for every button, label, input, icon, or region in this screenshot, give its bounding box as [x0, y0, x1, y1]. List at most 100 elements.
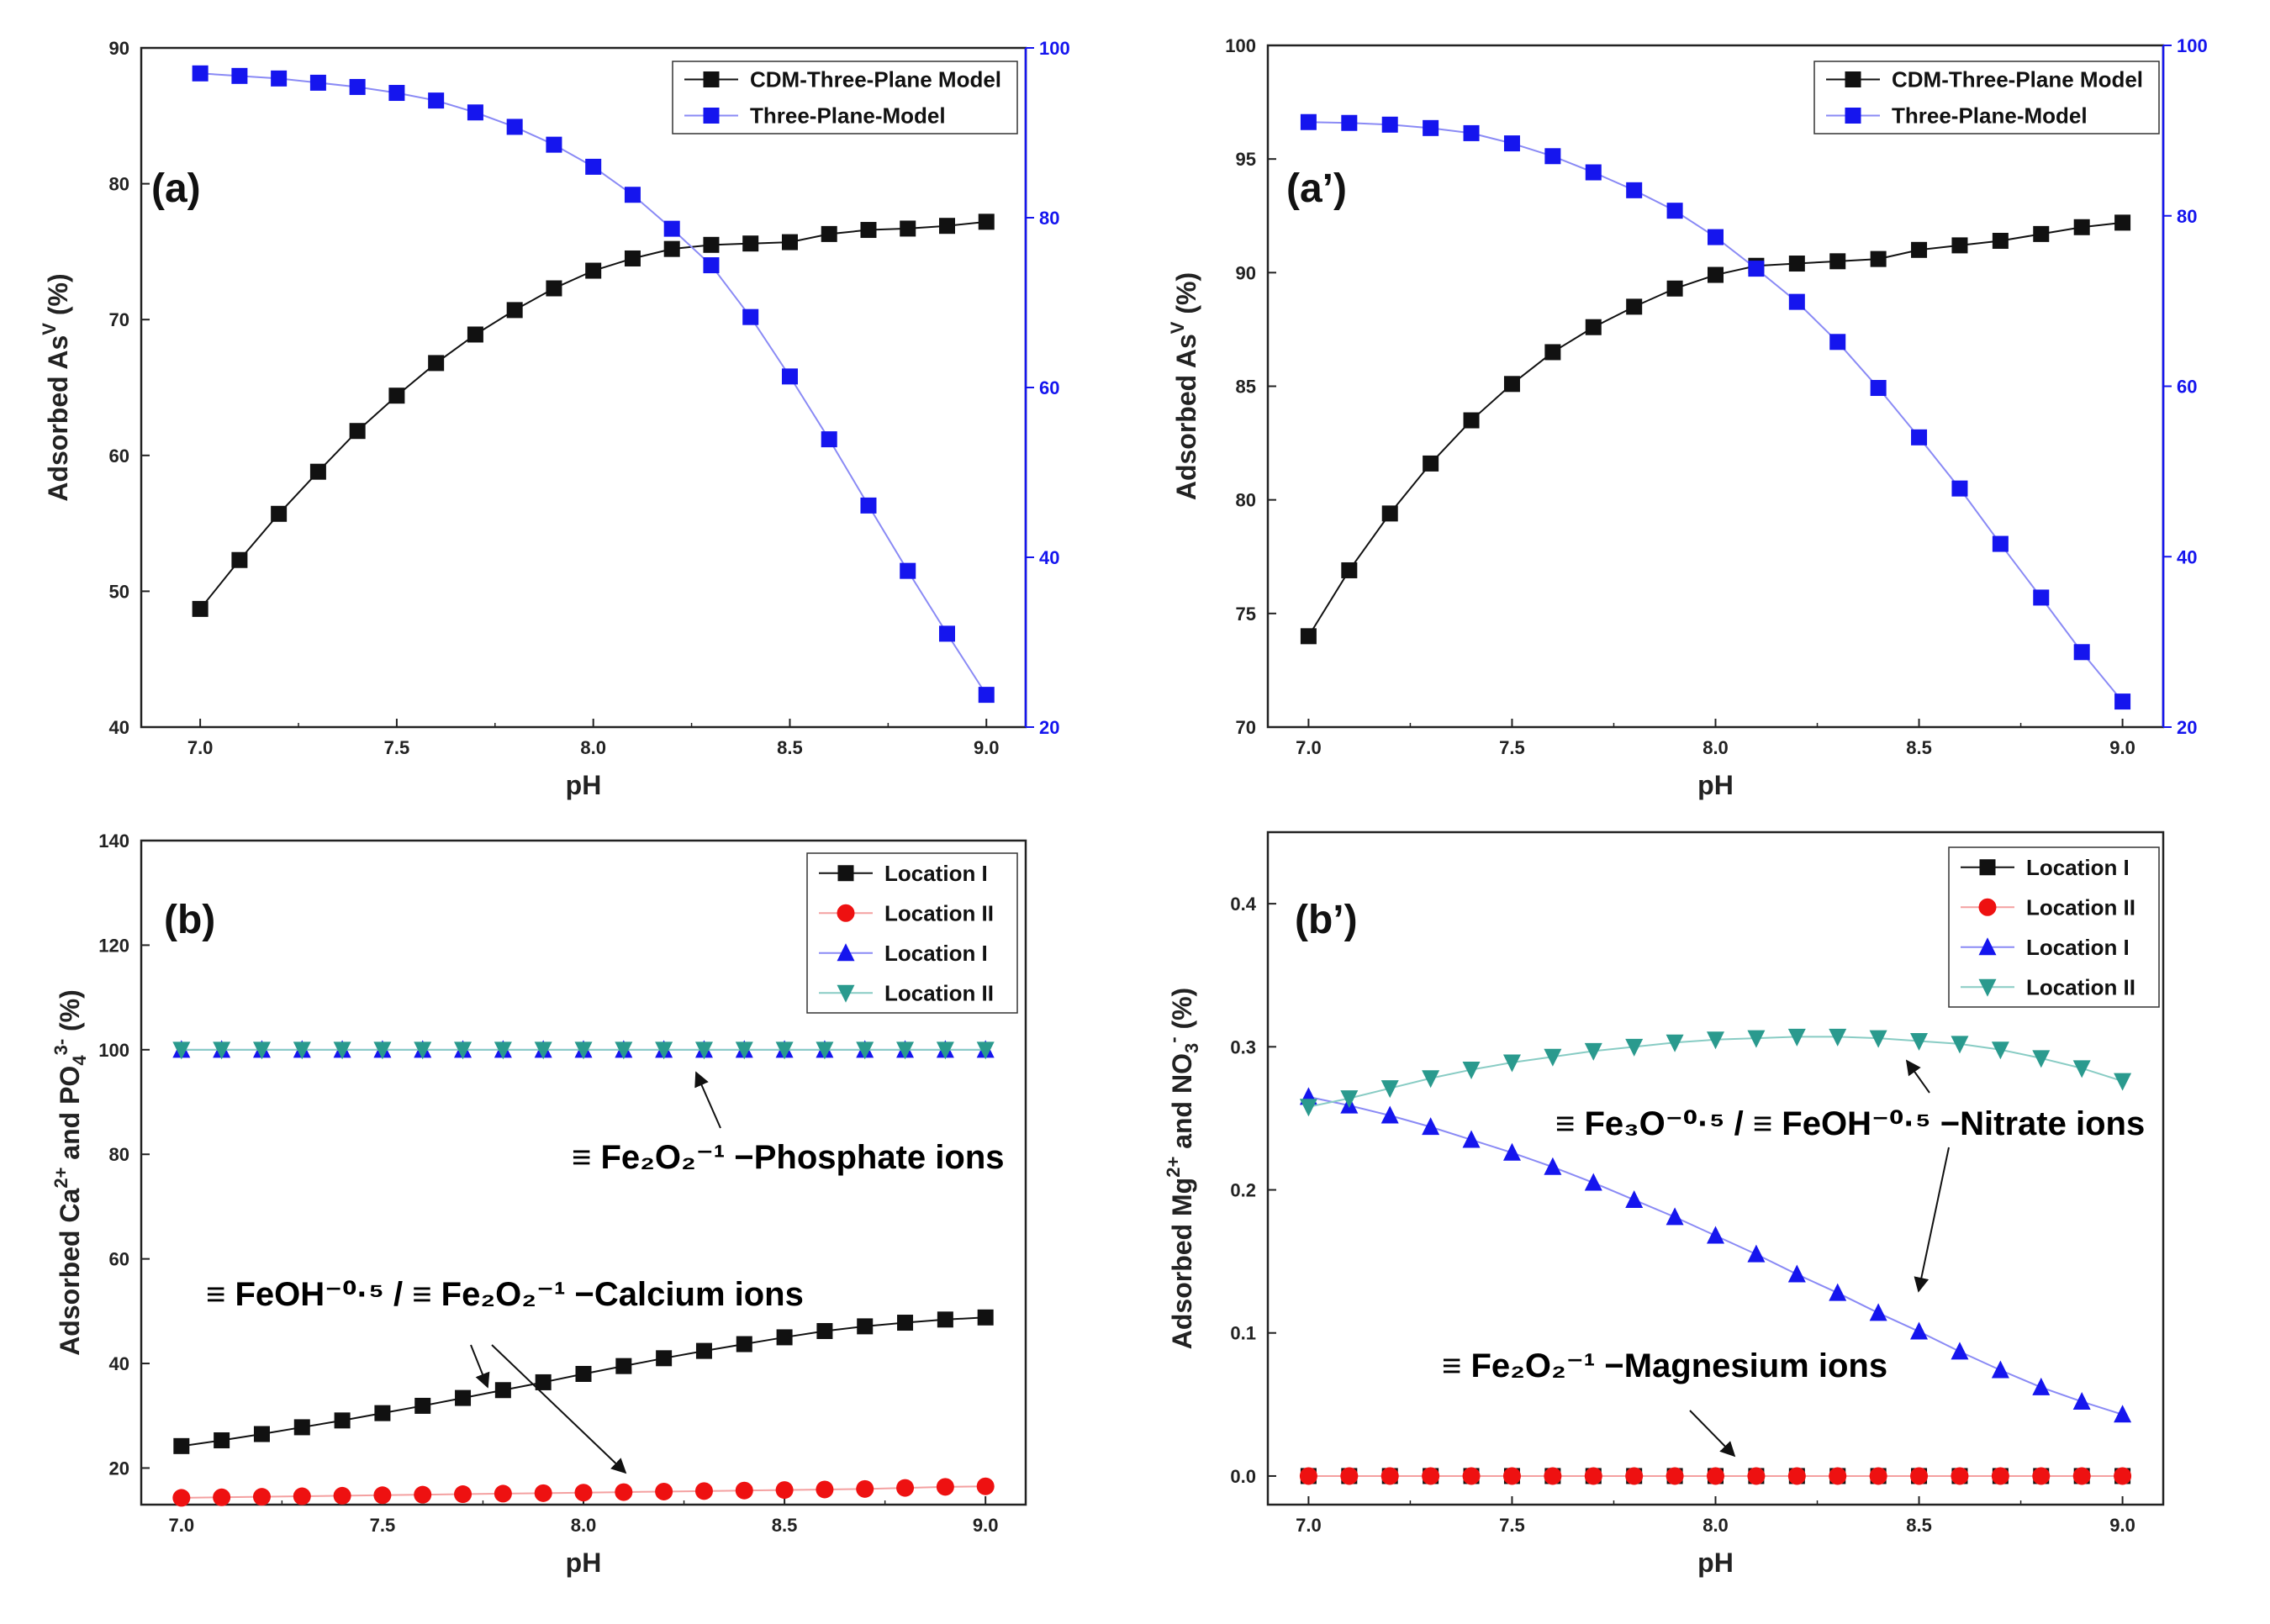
data-point	[2073, 219, 2090, 235]
y2-tick-label: 80	[1039, 208, 1059, 229]
series-0	[1300, 214, 2131, 645]
data-point	[1951, 480, 1968, 497]
data-point	[1422, 1070, 1440, 1089]
y-tick-label: 140	[98, 830, 129, 852]
data-point	[506, 119, 523, 135]
plot-frame	[140, 46, 1027, 729]
y-tick-label: 0.3	[1230, 1036, 1256, 1057]
y-tick-label: 90	[109, 38, 129, 59]
data-point	[2114, 693, 2131, 710]
data-point	[900, 220, 916, 237]
data-point	[467, 326, 483, 343]
data-point	[231, 67, 248, 84]
data-point	[2072, 1060, 2091, 1078]
data-point	[575, 1365, 592, 1382]
data-point	[192, 600, 209, 617]
data-point	[936, 1478, 954, 1496]
data-point	[494, 1484, 512, 1503]
y2-tick-label: 20	[1039, 717, 1059, 738]
legend-entry: Three-Plane-Model	[750, 103, 946, 129]
data-point	[494, 1382, 511, 1399]
arrow-nitrate-2	[1914, 1147, 1950, 1293]
legend-marker	[837, 865, 854, 882]
legend-box	[672, 61, 1018, 134]
data-point	[1992, 535, 2009, 552]
data-point	[1626, 182, 1643, 198]
series-3	[1299, 1028, 2132, 1117]
data-point	[1625, 1189, 1644, 1208]
y2-tick-label: 40	[1039, 547, 1059, 568]
x-tick-label: 8.5	[777, 737, 803, 758]
data-point	[816, 1480, 834, 1499]
data-point	[388, 388, 405, 404]
data-point	[1788, 256, 1805, 272]
data-point	[534, 1484, 552, 1502]
series-line	[1308, 121, 2124, 703]
legend-marker	[703, 108, 720, 124]
data-point	[856, 1041, 874, 1060]
data-point	[455, 1389, 472, 1406]
arrow-calcium-1	[470, 1344, 490, 1389]
y-tick-label: 0.2	[1230, 1180, 1256, 1201]
data-point	[252, 1041, 271, 1060]
arrow-nitrate-1	[1905, 1059, 1930, 1094]
data-point	[1829, 1028, 1847, 1047]
y-tick-label: 70	[109, 309, 129, 330]
data-point	[1380, 1105, 1399, 1124]
data-point	[742, 308, 759, 325]
y2-tick-label: 80	[2177, 206, 2197, 227]
x-axis-label: pH	[566, 1548, 602, 1578]
data-point	[703, 236, 720, 253]
data-point	[937, 1311, 953, 1328]
data-point	[535, 1374, 552, 1390]
data-point	[1910, 1321, 1929, 1340]
annotation-calcium: ≡ FeOH⁻⁰·⁵ / ≡ Fe₂O₂⁻¹ −Calcium ions	[206, 1276, 804, 1313]
data-point	[172, 1489, 191, 1507]
data-point	[976, 1477, 995, 1495]
y-tick-label: 60	[109, 446, 129, 467]
data-point	[656, 1350, 673, 1367]
y2-tick-label: 60	[1039, 377, 1059, 398]
data-point	[1422, 1117, 1440, 1136]
data-point	[2032, 1377, 2051, 1395]
data-point	[213, 1488, 231, 1506]
x-tick-label: 7.5	[1499, 1515, 1525, 1536]
data-point	[1707, 1031, 1724, 1050]
data-point	[1299, 1467, 1317, 1485]
data-point	[695, 1342, 712, 1359]
data-point	[2114, 1467, 2132, 1485]
data-point	[694, 1041, 713, 1060]
data-point	[574, 1041, 593, 1060]
data-point	[1787, 1467, 1806, 1485]
data-point	[1708, 266, 1724, 283]
data-point	[293, 1041, 311, 1060]
data-point	[271, 505, 288, 522]
data-point	[1502, 1467, 1521, 1485]
data-point	[896, 1479, 915, 1497]
x-tick-label: 9.0	[973, 1515, 999, 1536]
legend-entry: Location II	[2026, 894, 2135, 920]
data-point	[1747, 1244, 1766, 1263]
data-point	[173, 1437, 190, 1454]
data-point	[775, 1041, 794, 1060]
data-point	[2033, 589, 2050, 606]
legend: CDM-Three-Plane Model Three-Plane-Model	[1813, 61, 2160, 134]
y2-tick-label: 40	[2177, 546, 2197, 567]
plot-frame	[1266, 44, 2165, 729]
legend-entry: Location I	[884, 941, 988, 966]
y-tick-label: 60	[109, 1249, 129, 1270]
data-point	[1951, 1342, 1969, 1360]
legend: CDM-Three-Plane Model Three-Plane-Model	[672, 61, 1018, 134]
data-point	[333, 1041, 351, 1060]
legend-marker	[1845, 71, 1861, 87]
data-point	[977, 1309, 994, 1326]
y-tick-label: 0.1	[1230, 1323, 1256, 1344]
data-point	[349, 78, 366, 95]
data-point	[694, 1482, 713, 1500]
series-1	[1299, 1467, 2132, 1485]
y-tick-label: 40	[109, 717, 129, 738]
data-point	[414, 1397, 431, 1414]
data-point	[703, 257, 720, 274]
data-point	[1544, 1467, 1562, 1485]
